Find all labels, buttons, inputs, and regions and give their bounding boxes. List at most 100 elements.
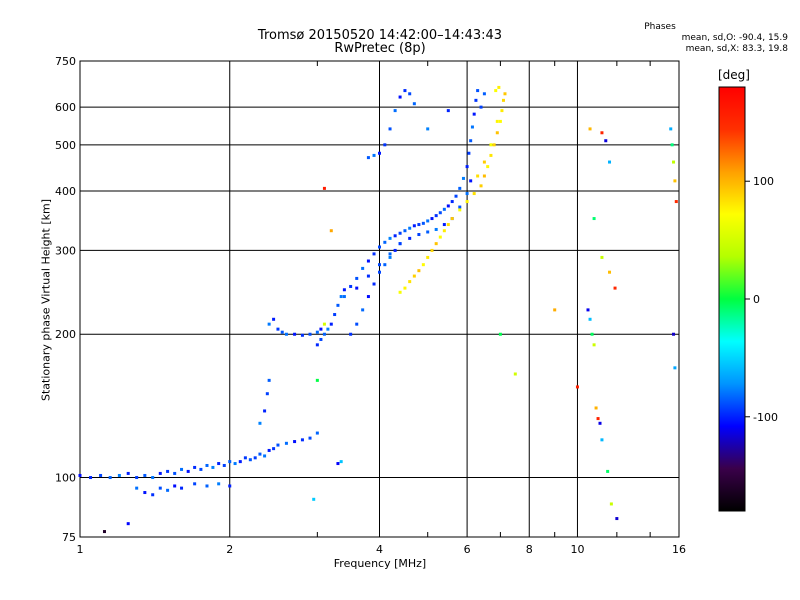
data-point — [469, 179, 473, 183]
data-point — [355, 322, 359, 326]
data-point — [228, 460, 232, 464]
data-point — [670, 143, 674, 147]
data-point — [383, 263, 387, 267]
data-point — [180, 467, 184, 471]
data-point — [673, 179, 677, 183]
data-point — [476, 89, 480, 93]
data-point — [329, 322, 333, 326]
data-point — [450, 217, 454, 221]
data-point — [372, 252, 376, 256]
data-point — [592, 343, 596, 347]
data-point — [265, 392, 269, 396]
data-point — [408, 236, 412, 240]
data-point — [442, 223, 446, 227]
data-point — [173, 484, 177, 488]
data-point — [117, 473, 121, 477]
data-point — [417, 223, 421, 227]
data-point — [267, 448, 271, 452]
data-point — [446, 109, 450, 113]
x-tick-label: 6 — [464, 543, 471, 556]
data-point — [322, 332, 326, 336]
data-point — [263, 454, 267, 458]
data-point — [222, 463, 226, 467]
data-point — [458, 186, 462, 190]
data-point — [267, 322, 271, 326]
data-point — [472, 192, 476, 196]
data-point — [333, 313, 337, 317]
data-point — [319, 327, 323, 331]
data-point — [600, 438, 604, 442]
data-point — [378, 245, 381, 249]
data-point — [361, 266, 365, 270]
data-point — [486, 165, 490, 169]
y-tick-label: 500 — [55, 139, 76, 152]
data-point — [339, 295, 343, 299]
data-point — [669, 127, 673, 131]
data-point — [308, 436, 312, 440]
data-point — [426, 255, 430, 259]
data-point — [594, 406, 598, 410]
data-point — [417, 269, 421, 273]
data-point — [465, 200, 469, 204]
data-point — [361, 308, 365, 312]
chart-subtitle: RwPretec (8p) — [334, 41, 426, 56]
data-point — [600, 255, 604, 259]
data-point — [135, 476, 139, 480]
x-tick-label: 2 — [226, 543, 233, 556]
data-point — [426, 127, 430, 131]
data-point — [598, 421, 602, 425]
data-point — [469, 139, 473, 143]
data-point — [272, 317, 276, 321]
data-point — [588, 317, 592, 321]
data-point — [315, 378, 319, 382]
data-point — [500, 109, 504, 113]
data-point — [430, 217, 434, 221]
data-point — [293, 440, 297, 444]
data-point — [211, 465, 215, 469]
data-point — [151, 493, 155, 497]
data-point — [326, 327, 330, 331]
data-point — [503, 92, 507, 96]
data-point — [434, 214, 438, 218]
data-point — [596, 417, 600, 421]
data-point — [108, 476, 112, 480]
data-point — [166, 488, 170, 492]
x-tick-label: 8 — [526, 543, 533, 556]
data-point — [388, 127, 392, 131]
data-point — [378, 263, 381, 267]
data-point — [102, 530, 106, 534]
data-point — [398, 290, 402, 294]
data-point — [312, 497, 316, 501]
data-point — [412, 102, 416, 106]
data-point — [393, 234, 397, 238]
data-point — [450, 200, 454, 204]
data-point — [319, 337, 323, 341]
y-tick-label: 750 — [55, 55, 76, 68]
data-point — [461, 176, 465, 180]
data-point — [272, 447, 276, 451]
data-point — [492, 143, 496, 147]
data-point — [398, 95, 402, 99]
data-point — [434, 227, 438, 231]
x-tick-label: 4 — [376, 543, 383, 556]
data-point — [421, 221, 425, 225]
data-point — [476, 174, 480, 178]
data-point — [284, 332, 288, 336]
phase-stats-x-mode: mean, sd,X: 83.3, 19.8 — [685, 44, 788, 54]
y-tick-label: 400 — [55, 185, 76, 198]
data-point — [143, 491, 147, 495]
data-point — [592, 217, 596, 221]
data-point — [383, 143, 387, 147]
data-point — [329, 229, 333, 233]
data-point — [434, 242, 438, 246]
data-point — [465, 165, 469, 169]
data-point — [193, 482, 197, 486]
data-point — [158, 471, 162, 475]
data-point — [233, 462, 237, 466]
chart-title: Tromsø 20150520 14:42:00–14:43:43 — [257, 28, 503, 43]
data-point — [474, 98, 478, 102]
data-point — [143, 473, 147, 477]
data-point — [366, 295, 370, 299]
data-point — [78, 473, 82, 477]
